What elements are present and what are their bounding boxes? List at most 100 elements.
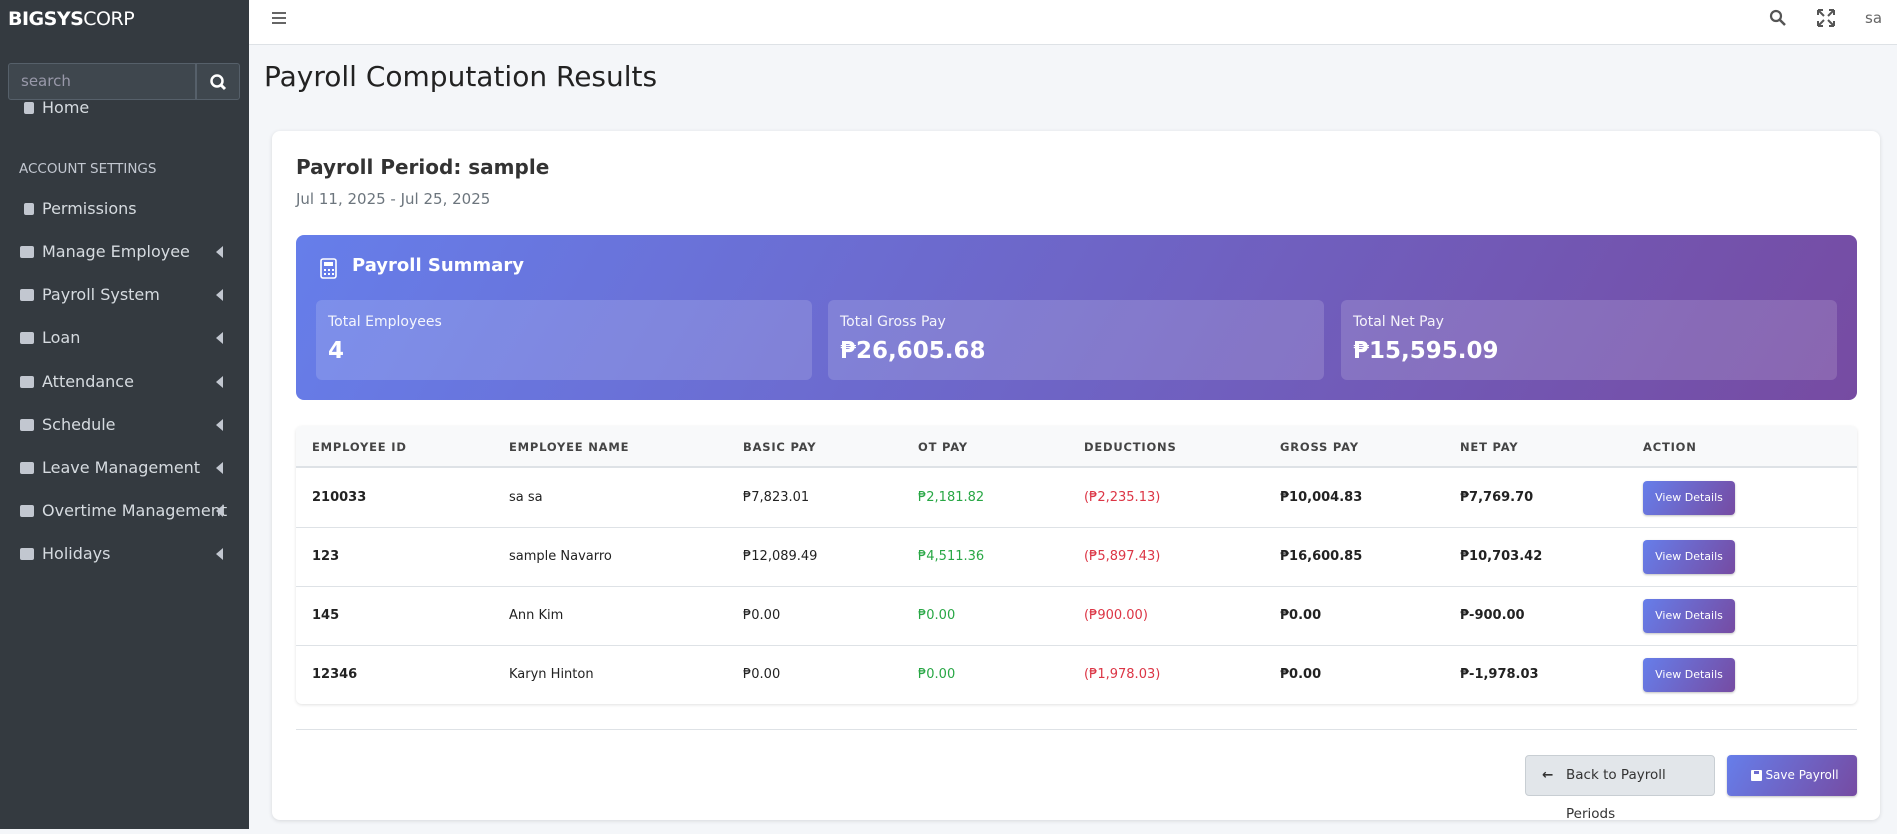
summary-label: Total Gross Pay <box>840 314 946 330</box>
table-cell: ₱0.00 <box>918 667 956 682</box>
column-header: EMPLOYEE NAME <box>509 440 630 454</box>
nav-item[interactable]: Holidays <box>20 542 110 566</box>
view-details-button[interactable]: View Details <box>1643 540 1735 574</box>
nav-item[interactable]: Leave Management <box>20 456 200 480</box>
save-icon <box>1751 770 1762 781</box>
column-header: GROSS PAY <box>1280 440 1359 454</box>
nav-item[interactable]: Home <box>24 96 89 120</box>
nav-icon <box>20 376 34 388</box>
table-cell: ₱7,823.01 <box>743 490 810 505</box>
page-title: Payroll Computation Results <box>264 60 658 93</box>
nav-caret <box>216 462 223 474</box>
summary-card: Total Employees 4 <box>316 300 812 380</box>
menu-toggle[interactable] <box>272 10 288 26</box>
table-cell: (₱2,235.13) <box>1084 490 1161 505</box>
table-cell: ₱2,181.82 <box>918 490 985 505</box>
column-header: ACTION <box>1643 440 1697 454</box>
table-cell: ₱10,004.83 <box>1280 490 1363 505</box>
table-cell: ₱12,089.49 <box>743 549 818 564</box>
column-header: DEDUCTIONS <box>1084 440 1177 454</box>
nav-label: Holidays <box>42 544 111 563</box>
view-details-button[interactable]: View Details <box>1643 658 1735 692</box>
back-label: Back to Payroll Periods <box>1566 767 1666 822</box>
nav-caret <box>216 289 223 301</box>
search-input[interactable]: search <box>8 63 196 100</box>
view-details-button[interactable]: View Details <box>1643 599 1735 633</box>
nav-item[interactable]: Loan <box>20 326 80 350</box>
table-cell: (₱5,897.43) <box>1084 549 1161 564</box>
table-cell: ₱0.00 <box>743 608 781 623</box>
brand[interactable]: BIGSYSCORP <box>8 8 135 30</box>
summary-label: Total Net Pay <box>1353 314 1444 330</box>
nav-label: Loan <box>42 328 81 347</box>
nav-caret <box>216 246 223 258</box>
nav-icon <box>24 203 34 215</box>
period-dates: Jul 11, 2025 - Jul 25, 2025 <box>296 190 491 208</box>
nav-item[interactable]: Overtime Management <box>20 499 227 523</box>
table-cell: ₱16,600.85 <box>1280 549 1363 564</box>
summary-value: ₱15,595.09 <box>1353 338 1499 364</box>
brand-light: CORP <box>83 8 135 30</box>
nav-icon <box>24 102 34 114</box>
search-toggle[interactable] <box>1769 9 1787 27</box>
summary-title: Payroll Summary <box>352 255 524 276</box>
table-cell: sa sa <box>509 490 543 505</box>
nav-item[interactable]: Schedule <box>20 413 116 437</box>
save-button[interactable]: Save Payroll <box>1727 755 1857 796</box>
nav-label: Manage Employee <box>42 242 190 261</box>
brand-bold: BIGSYS <box>8 8 84 30</box>
table-cell: ₱10,703.42 <box>1460 549 1543 564</box>
table-cell: (₱900.00) <box>1084 608 1148 623</box>
search-button[interactable] <box>196 63 240 100</box>
table-cell: 210033 <box>312 490 367 505</box>
user-name[interactable]: sa <box>1865 9 1883 27</box>
nav-caret <box>216 505 223 517</box>
divider <box>296 729 1857 730</box>
payroll-table: EMPLOYEE ID EMPLOYEE NAME BASIC PAY OT PAY D… <box>296 426 1857 704</box>
calculator-icon <box>320 258 337 279</box>
nav-caret <box>216 376 223 388</box>
nav-icon <box>20 419 34 431</box>
save-label: Save Payroll <box>1765 768 1839 782</box>
nav-label: Attendance <box>42 372 134 391</box>
summary-label: Total Employees <box>328 314 442 330</box>
nav-icon <box>20 462 34 474</box>
nav-icon <box>20 505 34 517</box>
nav-label: Permissions <box>42 199 137 218</box>
nav-item[interactable]: Manage Employee <box>20 240 190 264</box>
table-cell: 12346 <box>312 667 358 682</box>
view-details-button[interactable]: View Details <box>1643 481 1735 515</box>
table-cell: (₱1,978.03) <box>1084 667 1161 682</box>
column-header: NET PAY <box>1460 440 1519 454</box>
fullscreen[interactable] <box>1817 9 1835 27</box>
summary-value: ₱26,605.68 <box>840 338 986 364</box>
arrow-icon: ← <box>1542 767 1554 783</box>
table-cell: ₱-900.00 <box>1460 608 1525 623</box>
row-divider <box>296 645 1857 646</box>
summary-value: 4 <box>328 338 345 364</box>
nav-item[interactable]: Attendance <box>20 370 134 394</box>
summary-panel: Payroll Summary Total Employees 4 Total Gr… <box>296 235 1857 400</box>
row-divider <box>296 527 1857 528</box>
nav-item[interactable]: Payroll System <box>20 283 160 307</box>
nav-label: ACCOUNT SETTINGS <box>19 161 157 177</box>
table-cell: Karyn Hinton <box>509 667 594 682</box>
table-cell: ₱0.00 <box>743 667 781 682</box>
nav-caret <box>216 419 223 431</box>
search-icon <box>210 74 227 91</box>
nav-icon <box>20 548 34 560</box>
nav-header: ACCOUNT SETTINGS <box>19 157 156 181</box>
nav-label: Leave Management <box>42 458 201 477</box>
row-divider <box>296 586 1857 587</box>
back-button[interactable]: ← Back to Payroll Periods <box>1525 755 1715 822</box>
table-header <box>296 426 1857 468</box>
period-title: Payroll Period: sample <box>296 155 550 179</box>
table-cell: ₱0.00 <box>1280 608 1322 623</box>
table-cell: sample Navarro <box>509 549 612 564</box>
table-cell: ₱0.00 <box>918 608 956 623</box>
table-cell: ₱0.00 <box>1280 667 1322 682</box>
nav-label: Schedule <box>42 415 116 434</box>
nav-caret <box>216 332 223 344</box>
nav-item[interactable]: Permissions <box>24 197 137 221</box>
